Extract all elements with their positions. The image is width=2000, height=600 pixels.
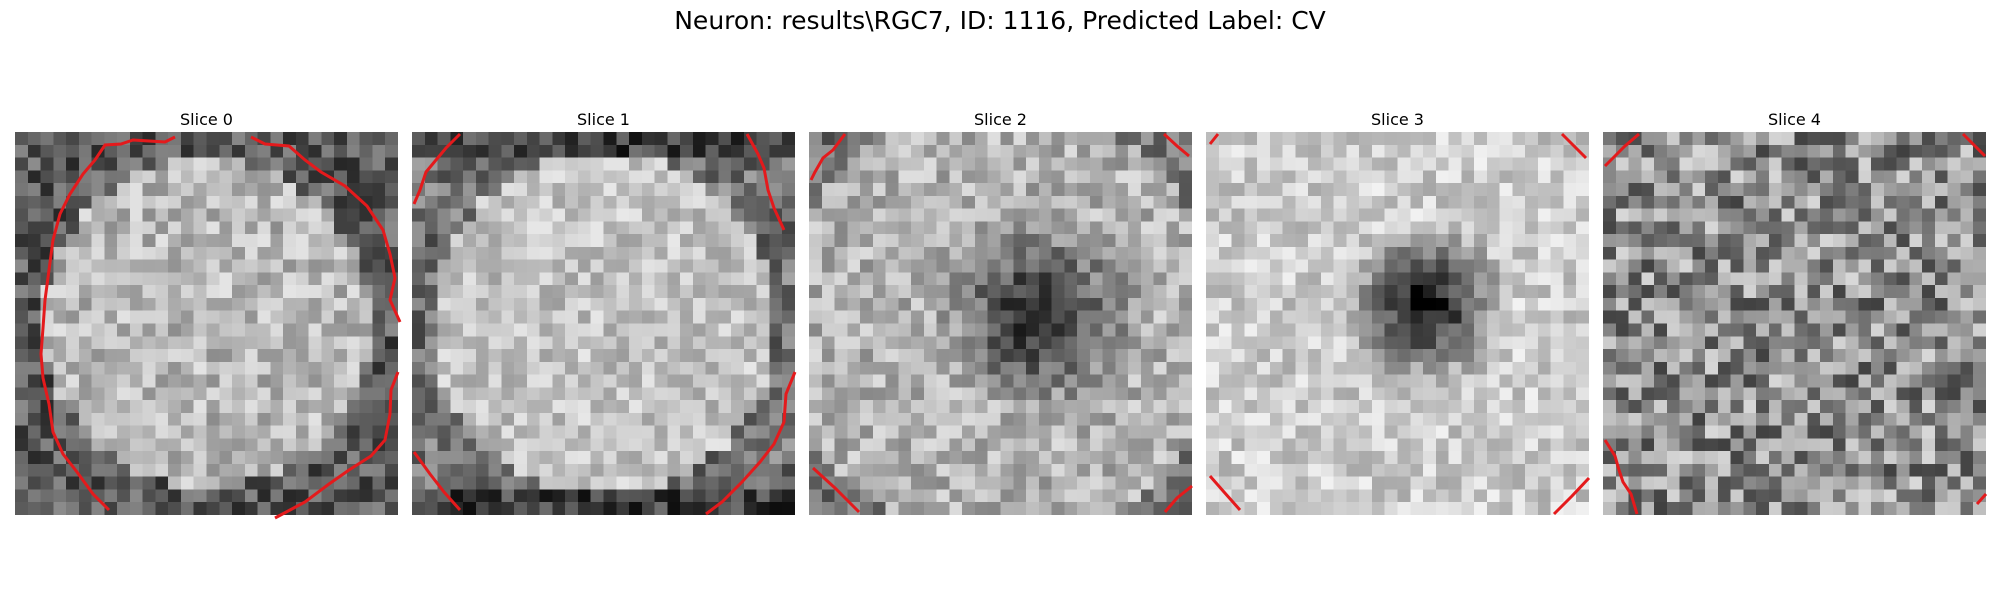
slice-title-4: Slice 4 <box>1768 110 1821 129</box>
slice-image-3 <box>1206 132 1591 516</box>
slice-image-1 <box>412 132 797 516</box>
slice-heatmap-4 <box>1603 132 1986 515</box>
slice-image-4 <box>1603 132 1988 515</box>
figure-title: Neuron: results\RGC7, ID: 1116, Predicte… <box>674 6 1326 35</box>
slice-panel-1: Slice 1 <box>412 108 797 516</box>
slice-contour-1 <box>412 132 797 516</box>
slice-image-2 <box>809 132 1193 515</box>
slice-title-0: Slice 0 <box>180 110 233 129</box>
slice-contour-0 <box>39 135 402 520</box>
slice-contour-3 <box>1208 132 1591 516</box>
slice-title-3: Slice 3 <box>1371 110 1424 129</box>
slice-heatmap-2 <box>809 132 1192 515</box>
slice-title-2: Slice 2 <box>974 110 1027 129</box>
slice-panel-3: Slice 3 <box>1206 108 1591 516</box>
slice-panel-4: Slice 4 <box>1603 108 1988 515</box>
slice-image-0 <box>15 132 402 520</box>
slice-contour-4 <box>1603 132 1988 515</box>
slice-panel-0: Slice 0 <box>15 108 402 520</box>
slice-heatmap-1 <box>412 132 795 515</box>
slice-heatmap-3 <box>1206 132 1589 515</box>
slice-title-1: Slice 1 <box>577 110 630 129</box>
slice-panel-2: Slice 2 <box>809 108 1193 515</box>
slice-heatmap-0 <box>15 132 398 515</box>
slice-contour-2 <box>809 132 1193 514</box>
